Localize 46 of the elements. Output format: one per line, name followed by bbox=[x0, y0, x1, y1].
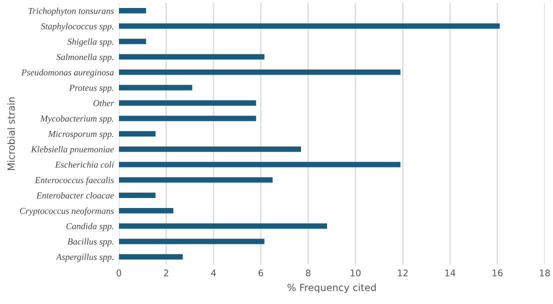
y-tick-label: Microsporum spp. bbox=[48, 130, 114, 139]
bar bbox=[118, 223, 328, 229]
bar bbox=[118, 116, 256, 122]
x-tick-label: 10 bbox=[350, 270, 361, 276]
x-axis-title: % Frequency cited bbox=[288, 284, 376, 294]
y-tick-label: Cryptococcus neoformans bbox=[20, 207, 114, 216]
y-tick-label: Mycobacterium spp. bbox=[40, 115, 114, 124]
bar bbox=[118, 54, 264, 60]
y-tick-label: Bacillus spp. bbox=[67, 238, 114, 246]
y-tick-label: Other bbox=[93, 100, 114, 106]
bar bbox=[118, 192, 156, 198]
y-tick-label: Staphylococcus spp. bbox=[40, 22, 114, 32]
y-tick-label: Enterobacter cloacae bbox=[36, 192, 114, 198]
x-tick-label: 6 bbox=[258, 270, 264, 276]
bar bbox=[118, 84, 192, 90]
y-tick-label: Candida spp. bbox=[66, 222, 114, 232]
y-tick-label: Trichophyton tonsurans bbox=[28, 8, 114, 16]
x-tick-label: 18 bbox=[540, 270, 550, 276]
bar bbox=[118, 254, 183, 260]
y-tick-label: Pseudomonas aureginosa bbox=[21, 69, 114, 78]
bar bbox=[118, 23, 500, 29]
bar bbox=[118, 238, 264, 244]
y-tick-label: Salmonella spp. bbox=[56, 54, 114, 62]
x-tick-label: 8 bbox=[306, 270, 310, 276]
y-tick-label: Escherichia coli bbox=[55, 161, 114, 168]
bar bbox=[118, 146, 302, 152]
y-tick-label: Shigella spp. bbox=[67, 38, 114, 47]
bar bbox=[118, 38, 146, 44]
y-tick-label: Enterococcus faecalis bbox=[34, 176, 114, 185]
bar bbox=[118, 131, 156, 136]
x-tick-label: 0 bbox=[116, 270, 122, 276]
x-tick-label: 4 bbox=[211, 270, 216, 276]
bar bbox=[118, 208, 174, 214]
y-tick-label: Klebsiella pnuemoniae bbox=[30, 146, 114, 154]
x-tick-label: 12 bbox=[398, 270, 408, 276]
x-tick-label: 2 bbox=[164, 270, 168, 276]
y-tick-label: Proteus spp. bbox=[69, 84, 114, 93]
bar bbox=[118, 162, 400, 168]
x-tick-label: 16 bbox=[492, 270, 503, 276]
bar bbox=[118, 100, 256, 106]
y-tick-label: Aspergillus spp. bbox=[56, 254, 114, 262]
x-tick-label: 14 bbox=[445, 270, 456, 276]
y-axis-title: Microbial strain bbox=[7, 97, 15, 170]
bar bbox=[118, 70, 400, 75]
bar bbox=[118, 8, 146, 14]
bar bbox=[118, 177, 273, 183]
